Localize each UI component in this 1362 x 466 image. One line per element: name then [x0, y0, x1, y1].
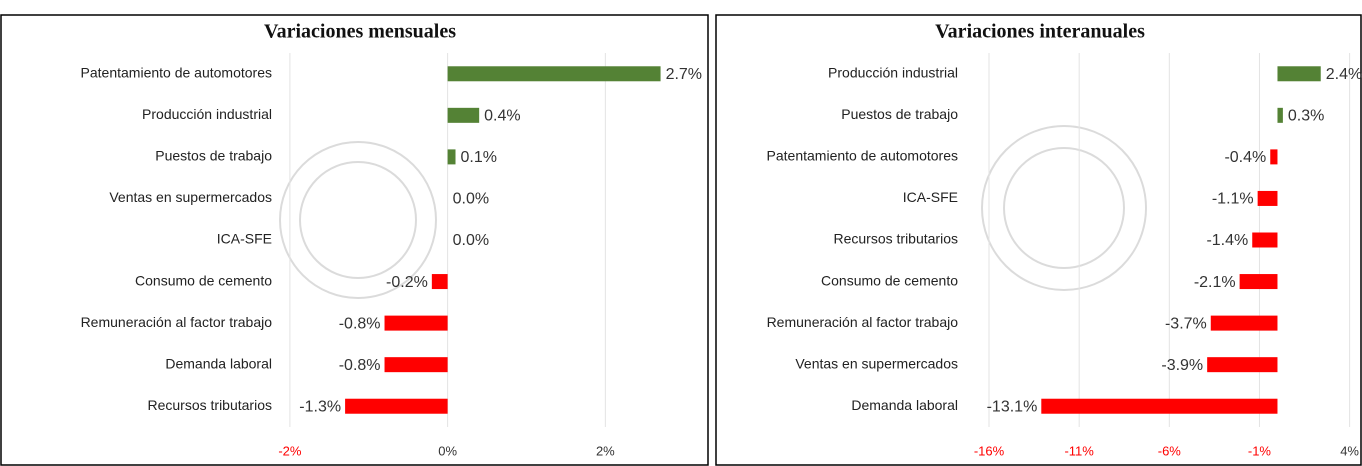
value-label: 0.0% [453, 191, 489, 208]
panel-border [715, 14, 1362, 466]
bar [1239, 274, 1278, 290]
value-label: -3.9% [1161, 357, 1203, 374]
x-tick-label: -1% [1248, 443, 1272, 458]
x-tick-label: -11% [1064, 443, 1094, 458]
category-label: Remuneración al factor trabajo [767, 314, 959, 330]
bar [431, 274, 448, 290]
bar [384, 357, 448, 373]
value-label: -0.8% [339, 315, 381, 332]
bar [1041, 398, 1278, 414]
bar [447, 149, 456, 165]
category-label: Puestos de trabajo [841, 106, 958, 122]
value-label: -0.4% [1224, 149, 1266, 166]
bar [1257, 190, 1278, 206]
bar [447, 107, 480, 123]
watermark [279, 125, 1147, 299]
category-label: Consumo de cemento [135, 272, 272, 288]
chart-title: Variaciones interanuales [935, 21, 1145, 43]
value-label: 0.4% [484, 108, 520, 125]
x-tick-label: 0% [438, 443, 457, 458]
x-tick-label: 2% [596, 443, 615, 458]
value-label: 2.7% [666, 66, 702, 83]
bar [1210, 315, 1278, 331]
value-label: -3.7% [1165, 315, 1207, 332]
category-label: Ventas en supermercados [795, 355, 958, 371]
category-label: Demanda laboral [851, 397, 958, 413]
value-label: 0.1% [461, 149, 497, 166]
value-label: -13.1% [987, 398, 1038, 415]
value-label: 0.3% [1288, 108, 1324, 125]
bar [345, 398, 448, 414]
bar [1207, 357, 1278, 373]
x-tick-label: -6% [1158, 443, 1182, 458]
category-label: Consumo de cemento [821, 272, 958, 288]
category-label: Producción industrial [828, 64, 958, 80]
bar [447, 66, 661, 82]
category-label: ICA-SFE [217, 231, 272, 247]
value-label: -1.1% [1212, 191, 1254, 208]
category-label: Producción industrial [142, 106, 272, 122]
value-label: -0.2% [386, 274, 428, 291]
value-label: -1.4% [1206, 232, 1248, 249]
category-label: ICA-SFE [903, 189, 958, 205]
category-label: Puestos de trabajo [155, 148, 272, 164]
chart-title: Variaciones mensuales [264, 21, 456, 43]
value-label: 0.0% [453, 232, 489, 249]
bar [1277, 107, 1283, 123]
category-label: Patentamiento de automotores [767, 148, 958, 164]
category-label: Patentamiento de automotores [81, 64, 272, 80]
value-label: -2.1% [1194, 274, 1236, 291]
x-tick-label: 4% [1340, 443, 1359, 458]
bar [1252, 232, 1278, 248]
panel-border [0, 14, 709, 466]
category-label: Recursos tributarios [834, 231, 959, 247]
category-label: Demanda laboral [165, 355, 272, 371]
bar [1277, 66, 1321, 82]
bar [1270, 149, 1278, 165]
category-label: Ventas en supermercados [109, 189, 272, 205]
value-label: -1.3% [299, 398, 341, 415]
x-tick-label: -16% [974, 443, 1005, 458]
category-label: Recursos tributarios [148, 397, 273, 413]
value-label: 2.4% [1326, 66, 1362, 83]
category-label: Remuneración al factor trabajo [81, 314, 273, 330]
value-label: -0.8% [339, 357, 381, 374]
bar [384, 315, 448, 331]
x-tick-label: -2% [278, 443, 302, 458]
